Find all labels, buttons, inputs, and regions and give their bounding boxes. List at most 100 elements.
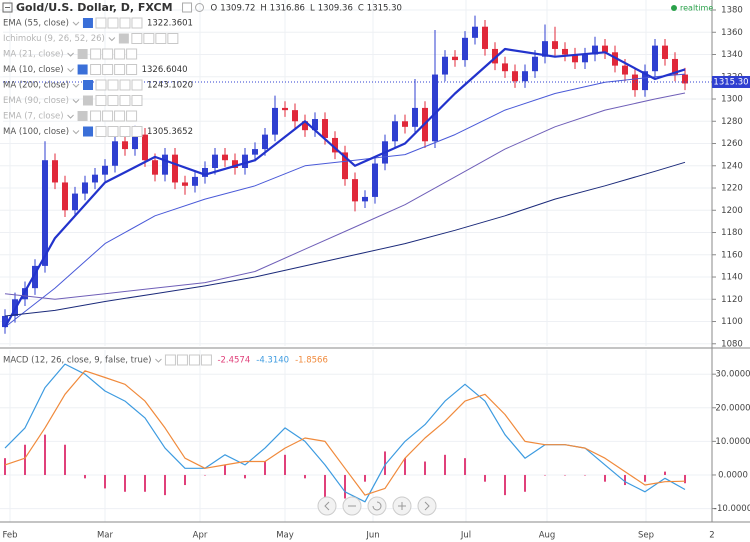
- indicator-control[interactable]: [167, 33, 179, 44]
- dropdown-icon[interactable]: [108, 37, 116, 42]
- x-tick-label: Jun: [365, 531, 379, 541]
- indicator-control[interactable]: [131, 79, 143, 91]
- indicator-control[interactable]: [200, 354, 212, 366]
- y-tick-label: 1240: [721, 161, 743, 171]
- indicator-control[interactable]: [90, 110, 102, 122]
- icon: [398, 502, 406, 510]
- legend-bg: [0, 78, 3, 92]
- indicator-control[interactable]: [131, 17, 143, 29]
- visibility-toggle[interactable]: [83, 126, 94, 137]
- indicator-control[interactable]: [114, 64, 126, 75]
- candle-body: [172, 154, 178, 183]
- indicator-control[interactable]: [188, 354, 200, 366]
- legend-bg: [0, 16, 3, 30]
- visibility-toggle[interactable]: [82, 18, 93, 28]
- dropdown-icon[interactable]: [72, 130, 80, 135]
- candle-body: [212, 154, 218, 168]
- visibility-toggle[interactable]: [82, 95, 93, 106]
- visibility-toggle[interactable]: [118, 33, 129, 44]
- visibility-toggle[interactable]: [83, 80, 94, 90]
- candle-body: [642, 71, 648, 91]
- dropdown-icon[interactable]: [155, 358, 162, 363]
- legend-bg: [0, 124, 3, 139]
- histogram-bar: [384, 451, 386, 475]
- indicator-control[interactable]: [95, 95, 107, 106]
- dropdown-icon[interactable]: [67, 68, 74, 73]
- dropdown-icon[interactable]: [67, 52, 74, 57]
- indicator-control[interactable]: [176, 354, 188, 366]
- histogram-bar: [464, 458, 466, 475]
- reset-button[interactable]: [367, 496, 387, 516]
- compare-icon[interactable]: [195, 3, 205, 12]
- visibility-toggle[interactable]: [77, 111, 88, 121]
- candle-body: [572, 54, 578, 63]
- indicator-control[interactable]: [131, 33, 143, 44]
- scroll-right-button[interactable]: [417, 496, 437, 516]
- visibility-toggle[interactable]: [77, 49, 88, 59]
- indicator-line: [4, 161, 686, 317]
- indicator-control[interactable]: [95, 17, 107, 29]
- dropdown-icon[interactable]: [67, 114, 74, 119]
- indicator-control[interactable]: [102, 110, 114, 122]
- indicator-control[interactable]: [102, 48, 114, 60]
- y-tick-label: 1380: [721, 6, 743, 16]
- candle-body: [272, 107, 278, 135]
- indicator-control[interactable]: [114, 110, 126, 122]
- candle-body: [472, 26, 478, 38]
- candle-body: [442, 56, 448, 75]
- indicator-control[interactable]: [107, 126, 119, 137]
- x-tick-label: Feb: [2, 531, 17, 541]
- indicator-control[interactable]: [102, 64, 114, 75]
- dropdown-icon[interactable]: [72, 83, 80, 88]
- dropdown-icon[interactable]: [72, 21, 80, 26]
- visibility-toggle[interactable]: [77, 64, 88, 75]
- y-tick-label: 1080: [721, 339, 743, 349]
- indicator-control[interactable]: [95, 126, 107, 137]
- indicator-control[interactable]: [107, 95, 119, 106]
- indicator-control[interactable]: [155, 33, 167, 44]
- indicator-control[interactable]: [107, 17, 119, 29]
- candle-body: [672, 58, 678, 75]
- x-tick-label: Sep: [638, 531, 654, 541]
- indicator-name: EMA (7, close): [3, 112, 64, 122]
- indicator-control[interactable]: [95, 79, 107, 91]
- settings-icon[interactable]: [182, 2, 193, 13]
- indicator-name: MA (10, close): [3, 65, 64, 75]
- indicator-control[interactable]: [126, 64, 138, 75]
- candle-body: [202, 167, 208, 177]
- y-tick-label: -10.0000: [714, 504, 750, 514]
- icon: [372, 501, 382, 511]
- dropdown-icon[interactable]: [72, 99, 80, 104]
- indicator-line: [4, 73, 686, 328]
- indicator-control[interactable]: [119, 126, 131, 137]
- indicator-control[interactable]: [119, 95, 131, 106]
- indicator-value: 1322.3601: [147, 19, 193, 29]
- indicator-control[interactable]: [107, 79, 119, 91]
- indicator-control[interactable]: [126, 48, 138, 60]
- candle-body: [522, 71, 528, 82]
- indicator-control[interactable]: [131, 126, 143, 137]
- indicator-control[interactable]: [164, 354, 176, 366]
- indicator-control[interactable]: [143, 33, 155, 44]
- indicator-control[interactable]: [114, 48, 126, 60]
- candle-body: [142, 134, 148, 161]
- candle-body: [682, 74, 688, 84]
- indicator-control[interactable]: [90, 64, 102, 75]
- y-tick-label: 1160: [721, 250, 743, 260]
- histogram-bar: [484, 474, 486, 482]
- indicator-control[interactable]: [119, 17, 131, 29]
- indicator-control[interactable]: [126, 110, 138, 122]
- x-tick-label: Apr: [193, 531, 208, 541]
- histogram-bar: [644, 474, 646, 482]
- candle-body: [322, 119, 328, 138]
- legend-bg: [0, 31, 3, 46]
- collapse-icon[interactable]: [2, 2, 13, 13]
- scroll-left-button[interactable]: [317, 496, 337, 516]
- candle-body: [632, 74, 638, 91]
- indicator-control[interactable]: [131, 95, 143, 106]
- histogram-bar: [624, 474, 626, 486]
- y-tick-label: 30.0000: [715, 370, 750, 380]
- indicator-control[interactable]: [119, 79, 131, 91]
- indicator-control[interactable]: [90, 48, 102, 60]
- y-tick-label: 20.0000: [715, 403, 750, 413]
